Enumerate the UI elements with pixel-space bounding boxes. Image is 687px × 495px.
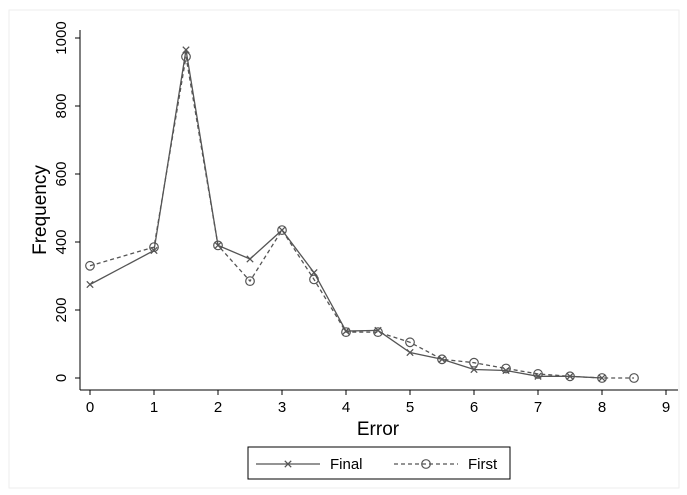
x-tick-label: 0: [86, 399, 94, 416]
data-point-first: [469, 357, 479, 368]
data-point-final: [246, 255, 254, 263]
x-tick-label: 9: [662, 399, 670, 416]
y-axis-title: Frequency: [30, 165, 51, 255]
data-point-first: [597, 373, 607, 383]
y-tick-label: 0: [53, 374, 70, 382]
y-tick-label: 1000: [53, 21, 70, 54]
data-point-final: [182, 46, 190, 54]
legend: Final First: [247, 446, 511, 480]
x-tick-label: 1: [150, 399, 158, 416]
data-point-final: [86, 280, 94, 289]
data-point-first: [309, 274, 319, 285]
data-point-final: [598, 374, 606, 382]
series-line-final: [89, 49, 603, 379]
data-point-first: [85, 260, 95, 271]
data-point-final: [278, 226, 286, 234]
chart-frame: [8, 9, 680, 489]
x-axis-title: Error: [357, 419, 400, 440]
legend-label-final: Final: [330, 456, 363, 473]
data-point-final: [310, 268, 318, 277]
legend-label-first: First: [468, 456, 498, 473]
legend-box: [247, 446, 511, 480]
x-tick-label: 2: [214, 399, 222, 416]
y-tick-label: 400: [53, 229, 70, 254]
data-point-first: [245, 276, 255, 287]
data-point-first: [437, 354, 447, 365]
x-tick-label: 8: [598, 399, 606, 416]
x-tick-label: 3: [278, 399, 286, 416]
series-line-first: [89, 56, 634, 379]
data-point-first: [181, 51, 191, 62]
data-point-first: [565, 371, 575, 382]
data-point-first: [405, 337, 415, 348]
x-tick-label: 5: [406, 399, 414, 416]
legend-marker-final: [284, 460, 292, 468]
data-point-final: [470, 365, 478, 374]
data-point-first: [629, 373, 639, 383]
data-point-first: [149, 242, 159, 253]
series-layer: [85, 46, 639, 383]
y-tick-label: 600: [53, 161, 70, 186]
legend-marker-first: [421, 459, 431, 469]
data-point-first: [341, 327, 351, 338]
data-point-first: [213, 240, 223, 251]
data-point-first: [533, 369, 543, 379]
axes: 0 200 400 600 800 1000 0 1 2 3 4 5 6 7 8 9: [53, 21, 678, 416]
data-point-first: [501, 363, 511, 374]
x-tick-label: 4: [342, 399, 350, 416]
y-tick-label: 200: [53, 297, 70, 322]
data-point-final: [406, 348, 414, 357]
data-point-final: [438, 355, 446, 363]
data-point-first: [373, 327, 383, 338]
x-tick-label: 7: [534, 399, 542, 416]
data-point-first: [277, 225, 287, 236]
y-tick-label: 800: [53, 93, 70, 118]
x-tick-label: 6: [470, 399, 478, 416]
